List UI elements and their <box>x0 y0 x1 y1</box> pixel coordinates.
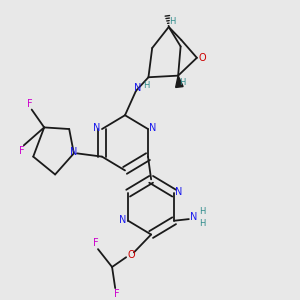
Text: N: N <box>190 212 197 223</box>
Text: N: N <box>134 82 141 93</box>
Text: N: N <box>176 188 183 197</box>
Text: H: H <box>169 16 175 26</box>
Text: F: F <box>114 289 120 299</box>
Text: F: F <box>93 238 98 248</box>
Polygon shape <box>176 76 183 87</box>
Text: F: F <box>20 146 25 156</box>
Text: F: F <box>27 99 33 109</box>
Text: H: H <box>199 220 206 229</box>
Text: O: O <box>127 250 135 260</box>
Text: O: O <box>199 53 206 63</box>
Text: H: H <box>180 78 186 87</box>
Text: H: H <box>199 208 206 217</box>
Text: N: N <box>70 147 78 157</box>
Text: N: N <box>93 123 101 133</box>
Text: H: H <box>143 80 149 89</box>
Text: N: N <box>149 123 157 133</box>
Text: N: N <box>119 215 127 225</box>
